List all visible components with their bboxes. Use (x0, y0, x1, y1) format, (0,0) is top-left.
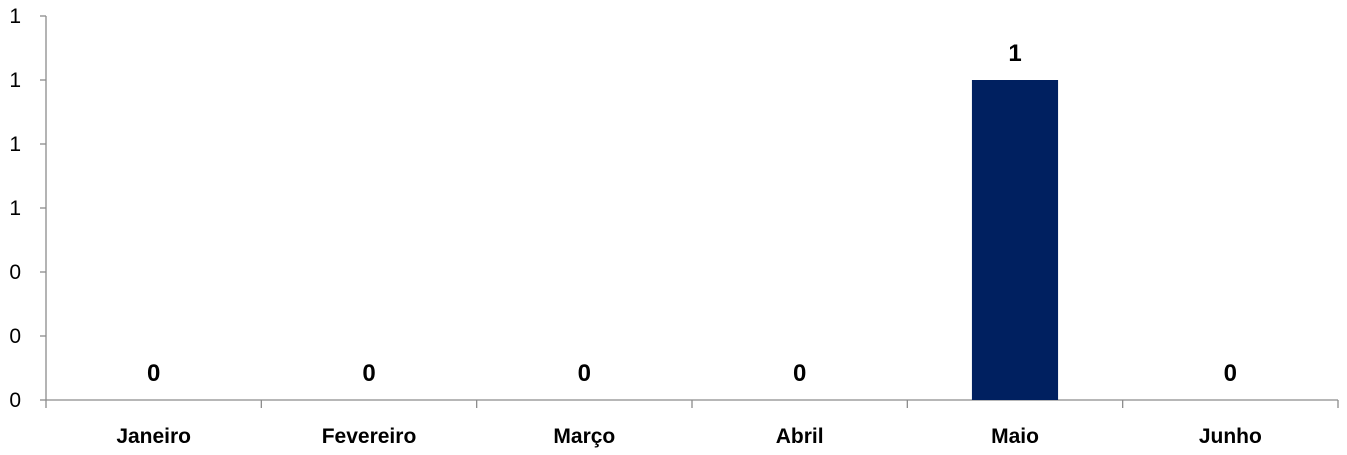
data-label: 1 (1008, 40, 1021, 67)
y-tick-label: 0 (9, 389, 21, 412)
data-label: 0 (793, 360, 806, 387)
y-tick-label: 1 (9, 69, 21, 92)
x-category-label: Junho (1199, 425, 1262, 448)
data-labels: 0 0 0 0 1 0 (147, 40, 1237, 387)
y-tick-label: 1 (9, 5, 21, 28)
y-tick-label: 0 (9, 325, 21, 348)
data-label: 0 (147, 360, 160, 387)
bars (971, 80, 1059, 400)
y-axis: 0 0 0 1 1 1 1 (9, 5, 47, 412)
data-label: 0 (362, 360, 375, 387)
bar-maio (971, 80, 1059, 400)
x-category-label: Abril (776, 425, 824, 448)
y-tick-label: 0 (9, 261, 21, 284)
y-tick-label: 1 (9, 133, 21, 156)
x-axis: Janeiro Fevereiro Março Abril Maio Junho (45, 399, 1339, 448)
x-category-label: Maio (991, 425, 1039, 448)
data-label: 0 (1224, 360, 1237, 387)
x-category-label: Fevereiro (322, 425, 417, 448)
x-category-label: Março (553, 425, 615, 448)
data-label: 0 (578, 360, 591, 387)
x-category-label: Janeiro (116, 425, 191, 448)
y-tick-label: 1 (9, 197, 21, 220)
